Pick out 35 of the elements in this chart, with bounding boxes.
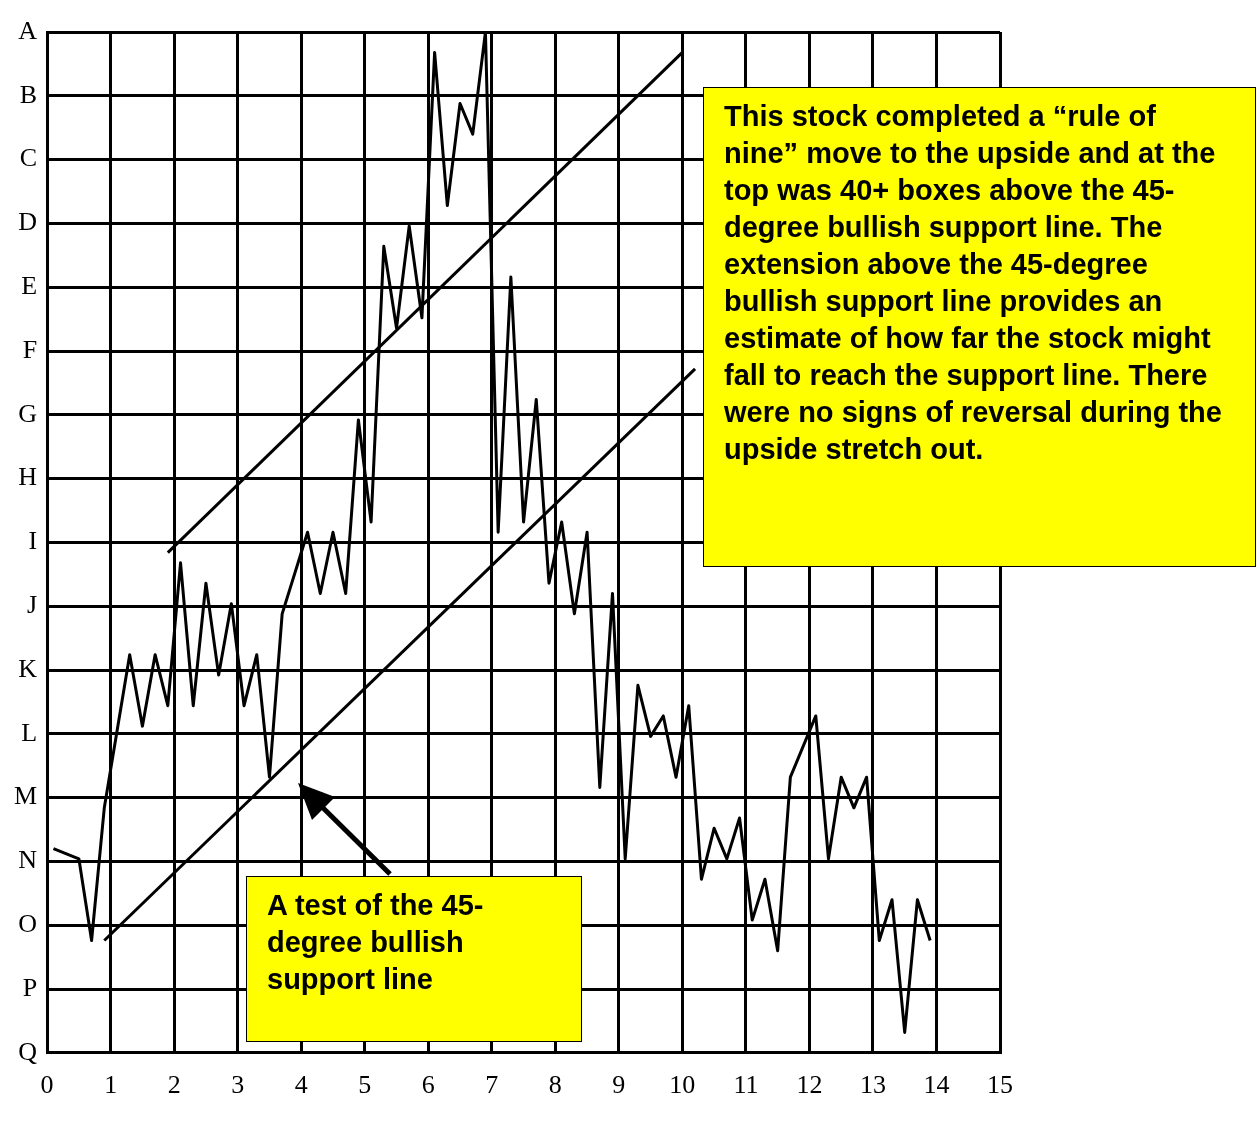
x-tick-label: 0 bbox=[40, 1070, 54, 1100]
category-label: M bbox=[13, 781, 38, 811]
category-label: D bbox=[18, 207, 38, 237]
x-tick-label: 6 bbox=[421, 1070, 435, 1100]
category-label: A bbox=[18, 15, 38, 45]
x-tick-label: 5 bbox=[358, 1070, 372, 1100]
callout-box: A test of the 45-degree bullish support line bbox=[246, 876, 582, 1042]
category-label: P bbox=[22, 972, 38, 1002]
x-tick-label: 12 bbox=[796, 1070, 823, 1100]
category-label: L bbox=[21, 717, 38, 747]
category-label: B bbox=[19, 79, 38, 109]
x-tick-label: 8 bbox=[548, 1070, 562, 1100]
x-tick-label: 2 bbox=[167, 1070, 181, 1100]
callout-box: This stock completed a “rule of nine” move to the upside and at the top was 40+ boxes above the 45-degree bullish support line. The extension above the 45-degree bullish support line provides an estimate of how far the stock might fall to reach the support line. There were no signs of reversal during the upside stretch out. bbox=[703, 87, 1256, 567]
category-label: Q bbox=[18, 1036, 38, 1066]
category-label: F bbox=[22, 334, 38, 364]
x-tick-label: 13 bbox=[859, 1070, 886, 1100]
x-tick-label: 1 bbox=[104, 1070, 118, 1100]
x-tick-label: 11 bbox=[733, 1070, 759, 1100]
x-tick-label: 4 bbox=[294, 1070, 308, 1100]
category-label: J bbox=[26, 590, 38, 620]
category-label: E bbox=[21, 271, 38, 301]
category-label: C bbox=[19, 143, 38, 173]
category-label: O bbox=[18, 909, 38, 939]
x-tick-label: 15 bbox=[987, 1070, 1013, 1100]
category-label: I bbox=[28, 526, 38, 556]
x-tick-label: 7 bbox=[485, 1070, 499, 1100]
x-tick-label: 9 bbox=[612, 1070, 626, 1100]
category-label: K bbox=[18, 653, 38, 683]
category-label: N bbox=[18, 845, 38, 875]
x-tick-label: 10 bbox=[669, 1070, 696, 1100]
x-tick-label: 3 bbox=[231, 1070, 245, 1100]
x-tick-label: 14 bbox=[923, 1070, 950, 1100]
category-label: G bbox=[18, 398, 38, 428]
category-label: H bbox=[18, 462, 38, 492]
